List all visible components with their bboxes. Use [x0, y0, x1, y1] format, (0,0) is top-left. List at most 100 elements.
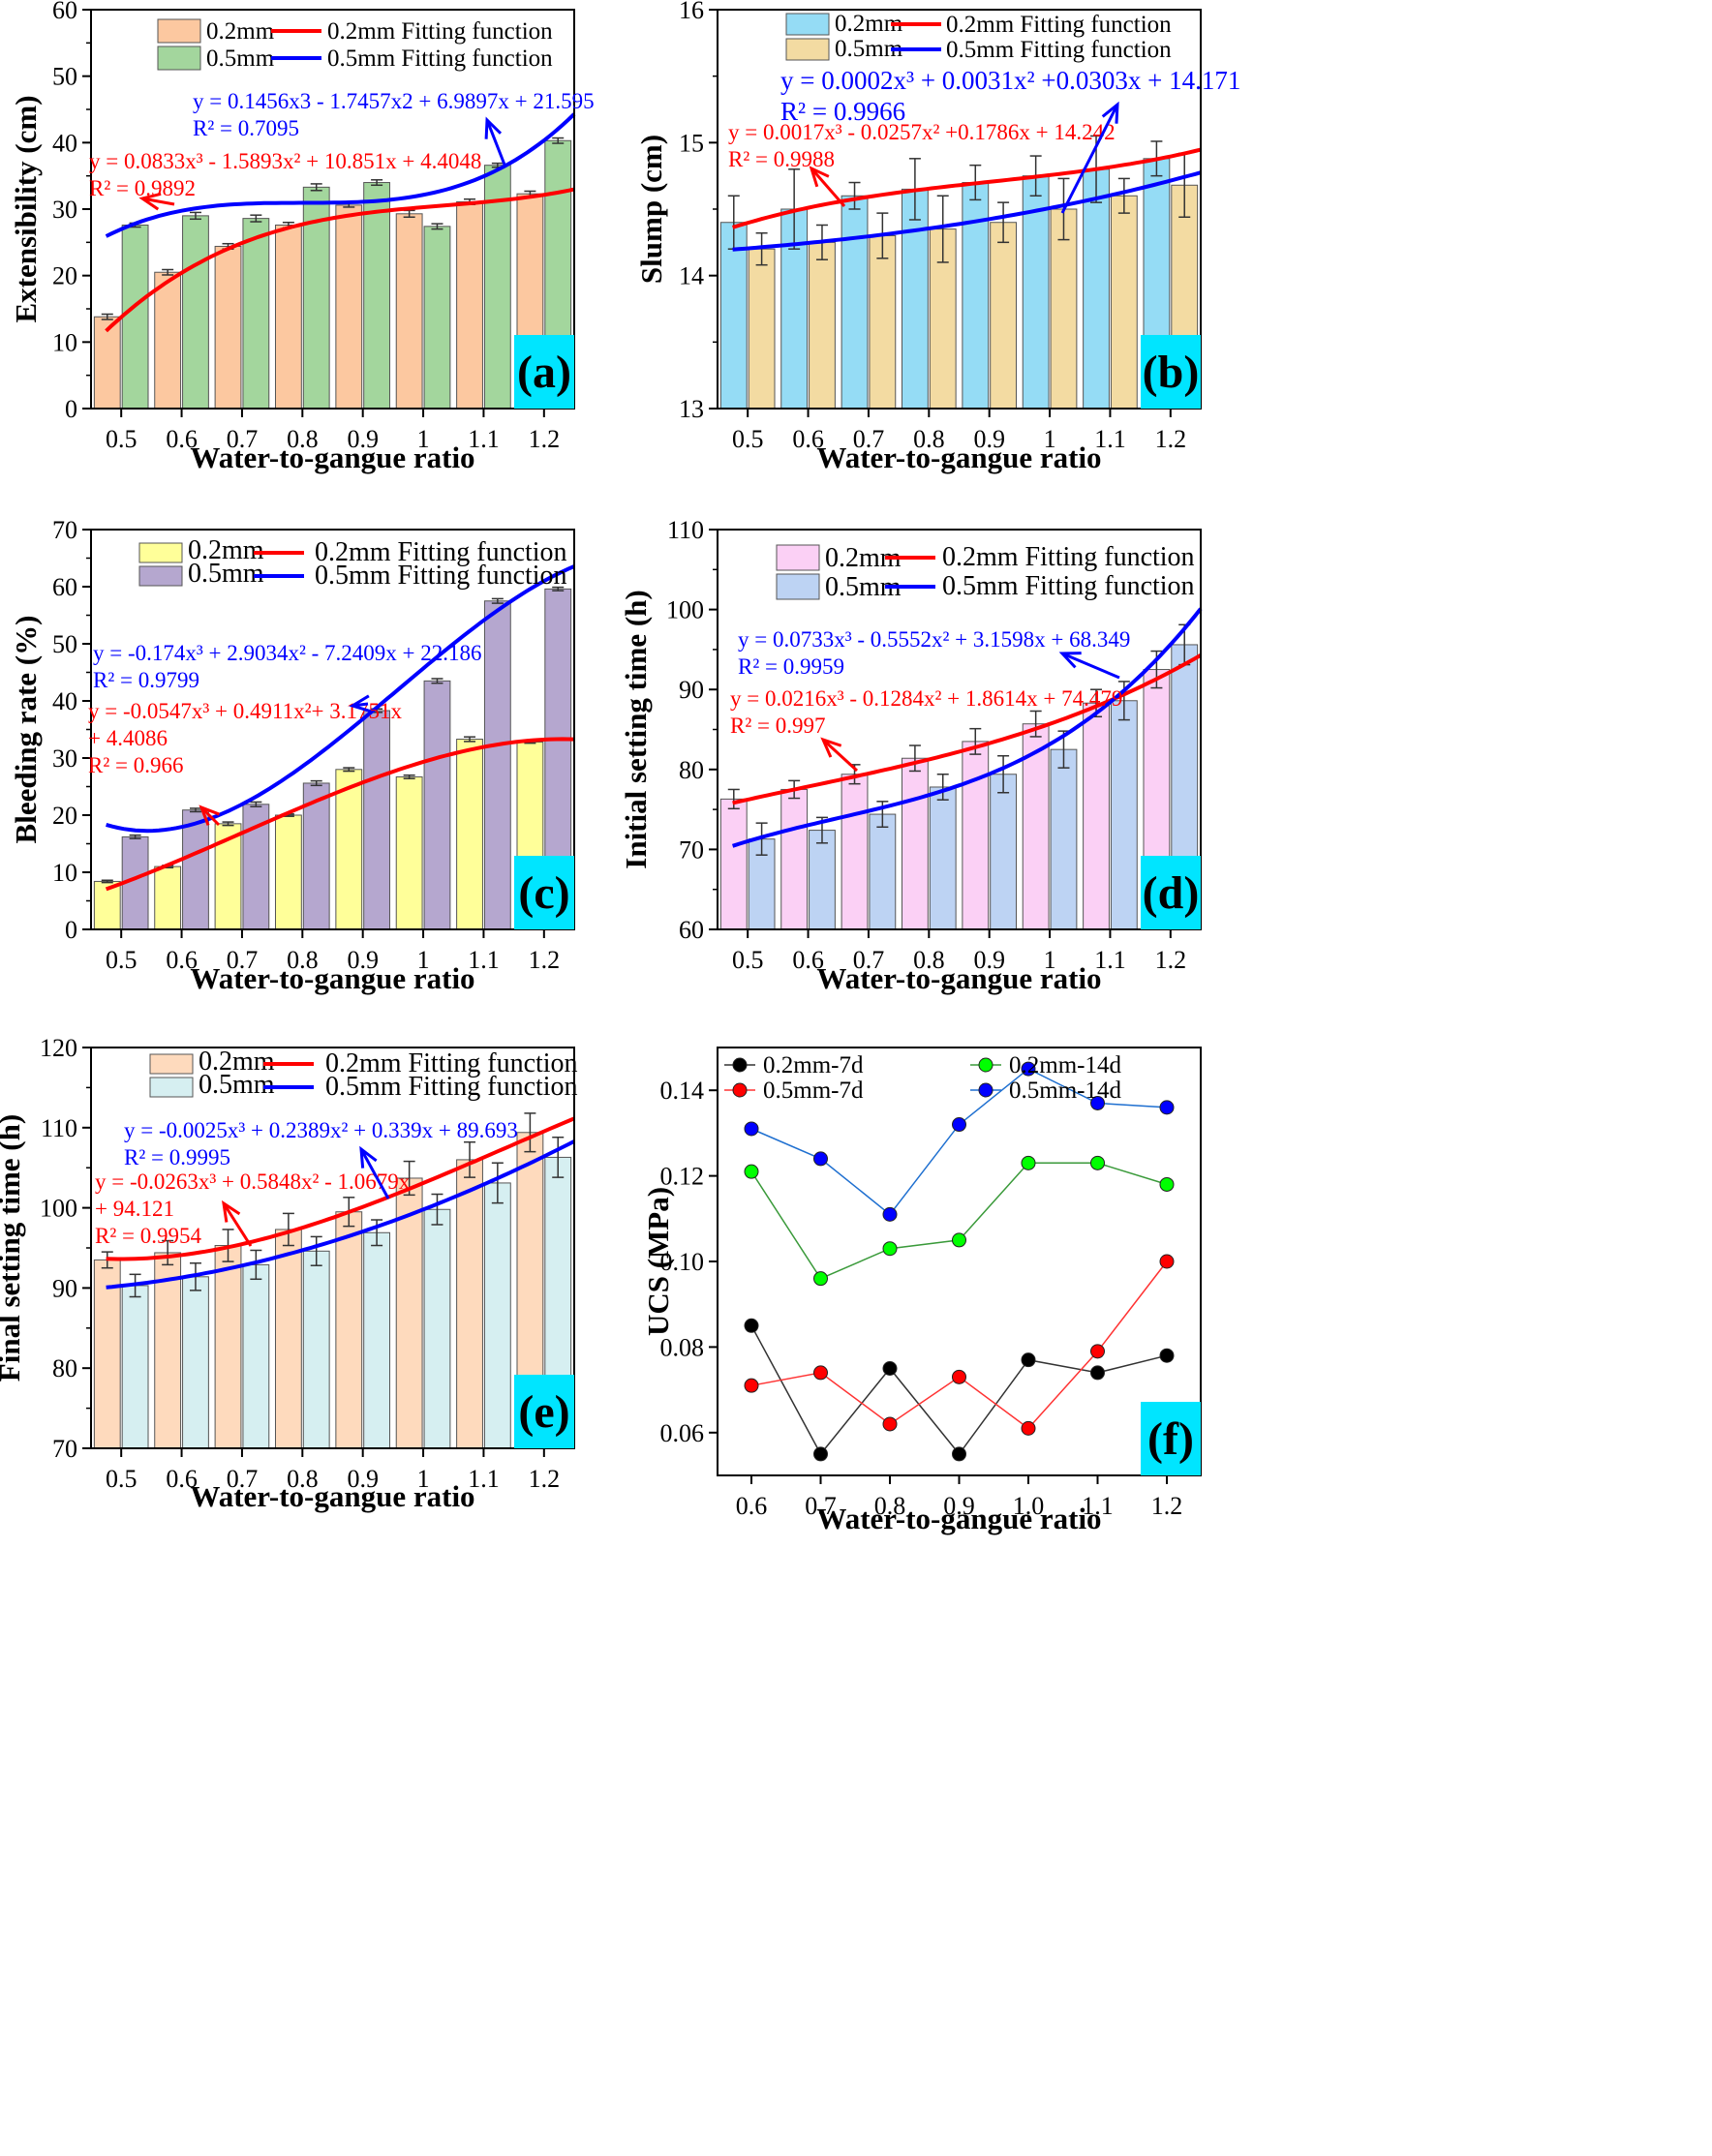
x-tick-label: 1.2 [1151, 1492, 1183, 1520]
series-line-0.5mm-7d [750, 1260, 1168, 1430]
bar-02mm-0_7 [841, 195, 869, 410]
fit-curve-05mm [106, 1139, 575, 1290]
point-0.5mm-7d-0.8 [882, 1416, 898, 1432]
y-tick-label: 70 [52, 1435, 77, 1463]
bar-05mm-0_6 [809, 241, 836, 410]
legend-fit-label: 0.2mm Fitting function [327, 18, 553, 45]
fit-r2: R² = 0.9892 [89, 176, 196, 200]
x-tick-label: 1 [417, 946, 430, 974]
legend-swatch [785, 38, 830, 61]
bar-02mm-0_5 [719, 798, 748, 930]
legend-label: 0.5mm [188, 559, 264, 589]
panel-label-box [514, 1375, 574, 1448]
y-tick-label: 60 [52, 0, 77, 24]
bar-05mm-0_8 [302, 1250, 330, 1449]
x-tick-label: 0.8 [913, 425, 945, 453]
fit-equation: y = -0.0263x³ + 0.5848x² - 1.0679x [95, 1169, 411, 1194]
fit-arrow-head [809, 166, 830, 188]
bar-05mm-0_7 [869, 813, 897, 930]
point-0.2mm-14d-0.8 [882, 1241, 898, 1257]
bar-05mm-0_5 [121, 1285, 149, 1449]
fit-equation: y = -0.0547x³ + 0.4911x²+ 3.1751x [88, 699, 403, 723]
bar-05mm-0_7 [242, 218, 270, 410]
legend-label: 0.2mm-14d [1009, 1052, 1121, 1078]
bar-02mm-0_9 [335, 769, 363, 930]
bar-02mm-0_6 [154, 865, 182, 930]
fit-curve-02mm [732, 653, 1202, 805]
fit-r2: R² = 0.7095 [193, 116, 299, 140]
x-tick-label: 0.6 [166, 425, 198, 453]
x-tick-label: 1.2 [1155, 946, 1187, 974]
y-tick-label: 60 [52, 573, 77, 601]
y-tick-label: 0.12 [660, 1163, 705, 1191]
bar-05mm-0_6 [182, 215, 209, 410]
fit-r2: R² = 0.9966 [780, 97, 905, 126]
bar-05mm-0_9 [363, 1231, 391, 1449]
fit-equation: y = 0.0833x³ - 1.5893x² + 10.851x + 4.40… [89, 149, 481, 173]
legend-label: 0.2mm-7d [763, 1052, 864, 1078]
point-0.5mm-7d-1.1 [1090, 1344, 1105, 1359]
panel-label: (b) [1143, 347, 1200, 398]
y-tick-label: 80 [679, 756, 704, 784]
panel-label: (f) [1147, 1413, 1194, 1465]
bar-02mm-0_6 [780, 788, 809, 930]
point-0.2mm-14d-0.6 [744, 1164, 759, 1179]
bar-02mm-0_7 [841, 774, 869, 930]
bar-02mm-1_1 [456, 1159, 483, 1449]
legend-fit-label: 0.2mm Fitting function [325, 1048, 578, 1078]
x-axis-label: Water-to-gangue ratio [190, 440, 474, 474]
fit-r2: R² = 0.966 [88, 753, 183, 777]
bar-02mm-1_1 [1083, 168, 1110, 410]
point-0.2mm-7d-1.0 [1021, 1352, 1036, 1368]
fit-r2: R² = 0.9959 [738, 654, 844, 679]
point-0.2mm-7d-0.6 [744, 1318, 759, 1333]
y-tick-label: 10 [52, 328, 77, 356]
bar-05mm-0_6 [182, 1276, 209, 1449]
x-tick-label: 1 [1044, 425, 1056, 453]
legend-swatch [149, 1077, 194, 1098]
x-axis-label: Water-to-gangue ratio [816, 961, 1101, 995]
x-tick-label: 0.7 [853, 946, 885, 974]
bar-02mm-1 [395, 775, 423, 930]
y-tick-label: 50 [52, 63, 77, 91]
x-tick-label: 1.2 [529, 425, 561, 453]
fit-curve-05mm [731, 607, 1203, 848]
point-0.5mm-7d-0.7 [813, 1365, 828, 1381]
panel-label-box [514, 335, 574, 409]
x-axis-label: Water-to-gangue ratio [816, 440, 1101, 474]
x-tick-label: 0.9 [943, 1492, 975, 1520]
y-tick-label: 30 [52, 196, 77, 224]
fit-r2: R² = 0.997 [730, 714, 825, 738]
x-tick-label: 0.5 [106, 1465, 138, 1493]
point-0.5mm-7d-0.9 [952, 1369, 966, 1384]
x-tick-label: 0.9 [973, 425, 1005, 453]
legend-label: 0.2mm [199, 1047, 275, 1077]
panel-e: 70 80 90 100 110 120 0.5 0.6 0.7 0.8 0.9 1 1.1 1.2 Wat… [0, 1034, 578, 1513]
fit-arrow-head [199, 805, 220, 826]
fit-curve-05mm [732, 170, 1202, 252]
fit-curve-05mm [105, 112, 576, 238]
fit-arrow [359, 1148, 390, 1199]
x-tick-label: 0.6 [792, 946, 824, 974]
bar-05mm-0_7 [242, 1263, 270, 1449]
point-0.5mm-14d-1.2 [1159, 1100, 1175, 1115]
fit-equation-cont: + 4.4086 [88, 726, 168, 750]
point-0.2mm-7d-1.2 [1159, 1348, 1175, 1363]
point-0.2mm-14d-0.7 [813, 1271, 828, 1287]
fit-arrow [1060, 104, 1119, 214]
panel-label: (a) [517, 347, 571, 398]
legend-label: 0.5mm [206, 46, 275, 72]
bar-05mm-0_6 [182, 809, 209, 930]
x-tick-label: 0.9 [973, 946, 1005, 974]
fit-arrow [199, 805, 221, 827]
y-tick-label: 15 [679, 129, 704, 157]
y-tick-label: 40 [52, 129, 77, 157]
point-0.2mm-7d-1.1 [1090, 1365, 1105, 1381]
legend-swatch [785, 13, 830, 36]
fit-arrow [1061, 652, 1120, 680]
fit-arrow [222, 1202, 253, 1247]
point-0.5mm-14d-1.0 [1021, 1061, 1036, 1077]
x-tick-label: 1 [1044, 946, 1056, 974]
bar-02mm-0_7 [214, 245, 242, 410]
plot-frame [717, 1047, 1202, 1476]
